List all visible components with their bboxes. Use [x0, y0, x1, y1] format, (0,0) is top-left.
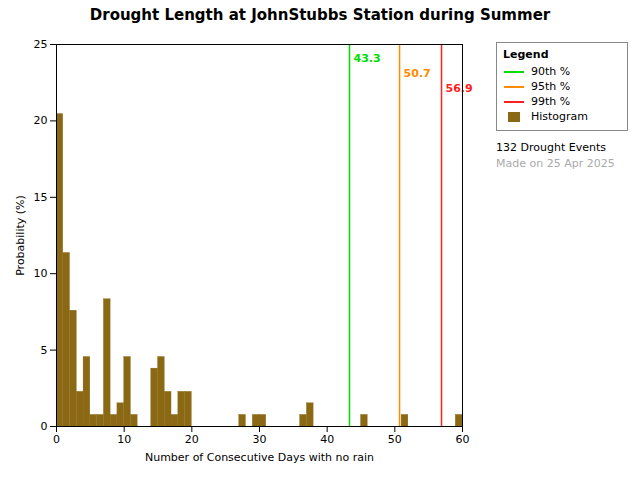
svg-text:43.3: 43.3 — [353, 52, 380, 65]
svg-text:10: 10 — [34, 267, 48, 280]
svg-text:25: 25 — [34, 38, 48, 51]
html-text:Legend: Legend — [503, 48, 549, 61]
svg-text:10: 10 — [117, 433, 131, 446]
svg-text:20: 20 — [34, 114, 48, 127]
html-text:Made on 25 Apr 2025: Made on 25 Apr 2025 — [496, 157, 615, 170]
svg-text:60: 60 — [456, 433, 470, 446]
html-text:90th %: 90th % — [531, 65, 571, 78]
svg-text:Probability (%): Probability (%) — [14, 195, 27, 276]
svg-text:50.7: 50.7 — [404, 67, 431, 80]
svg-text:30: 30 — [253, 433, 267, 446]
svg-text:50: 50 — [388, 433, 402, 446]
html-text:Histogram: Histogram — [531, 110, 589, 123]
svg-text:15: 15 — [34, 191, 48, 204]
svg-text:40: 40 — [320, 433, 334, 446]
svg-text:0: 0 — [53, 433, 60, 446]
svg-text:20: 20 — [185, 433, 199, 446]
html-text:95th %: 95th % — [531, 80, 571, 93]
svg-text:5: 5 — [41, 344, 48, 357]
svg-text:Number of Consecutive Days wit: Number of Consecutive Days with no rain — [145, 451, 374, 464]
svg-text:56.9: 56.9 — [446, 82, 473, 95]
html-text:Drought Length at JohnStubbs S: Drought Length at JohnStubbs Station dur… — [89, 6, 551, 24]
html-text:132 Drought Events: 132 Drought Events — [496, 141, 606, 154]
svg-text:0: 0 — [41, 420, 48, 433]
html-text:99th %: 99th % — [531, 95, 571, 108]
